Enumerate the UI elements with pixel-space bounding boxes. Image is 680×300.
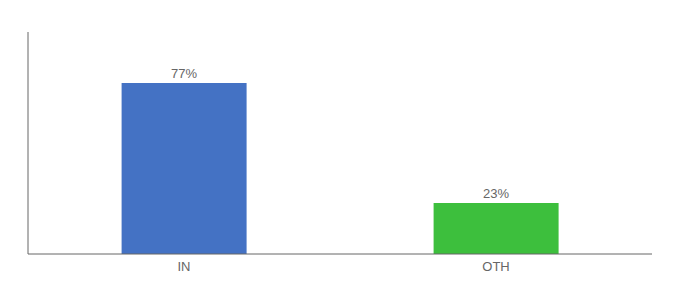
svg-text:IN: IN [178,259,191,274]
svg-text:77%: 77% [171,66,197,81]
svg-text:23%: 23% [483,186,509,201]
svg-text:OTH: OTH [482,259,509,274]
